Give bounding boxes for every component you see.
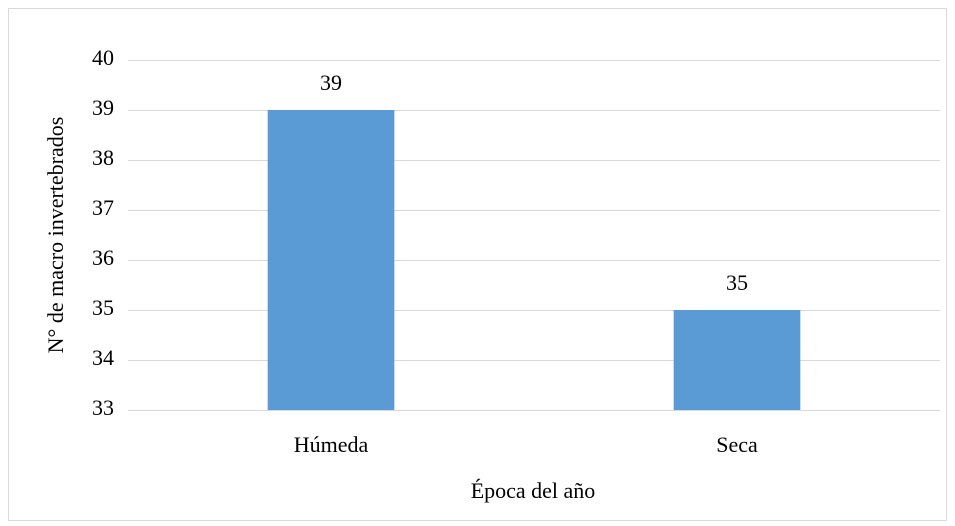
chart-border [8,8,947,521]
data-label: 35 [726,270,748,295]
y-tick-label: 38 [92,145,114,170]
x-tick-label: Seca [716,432,758,457]
y-tick-label: 36 [92,245,114,270]
y-tick-label: 34 [92,345,114,370]
data-label: 39 [320,70,342,95]
bar [673,310,801,410]
y-axis-label: N° de macro invertebrados [43,117,68,354]
x-axis-label: Época del año [471,478,596,503]
y-tick-label: 37 [92,195,114,220]
x-tick-label: Húmeda [294,432,369,457]
y-tick-label: 35 [92,295,114,320]
y-tick-label: 39 [92,95,114,120]
y-tick-label: 40 [92,45,114,70]
bar [267,110,395,410]
y-tick-label: 33 [92,395,114,420]
